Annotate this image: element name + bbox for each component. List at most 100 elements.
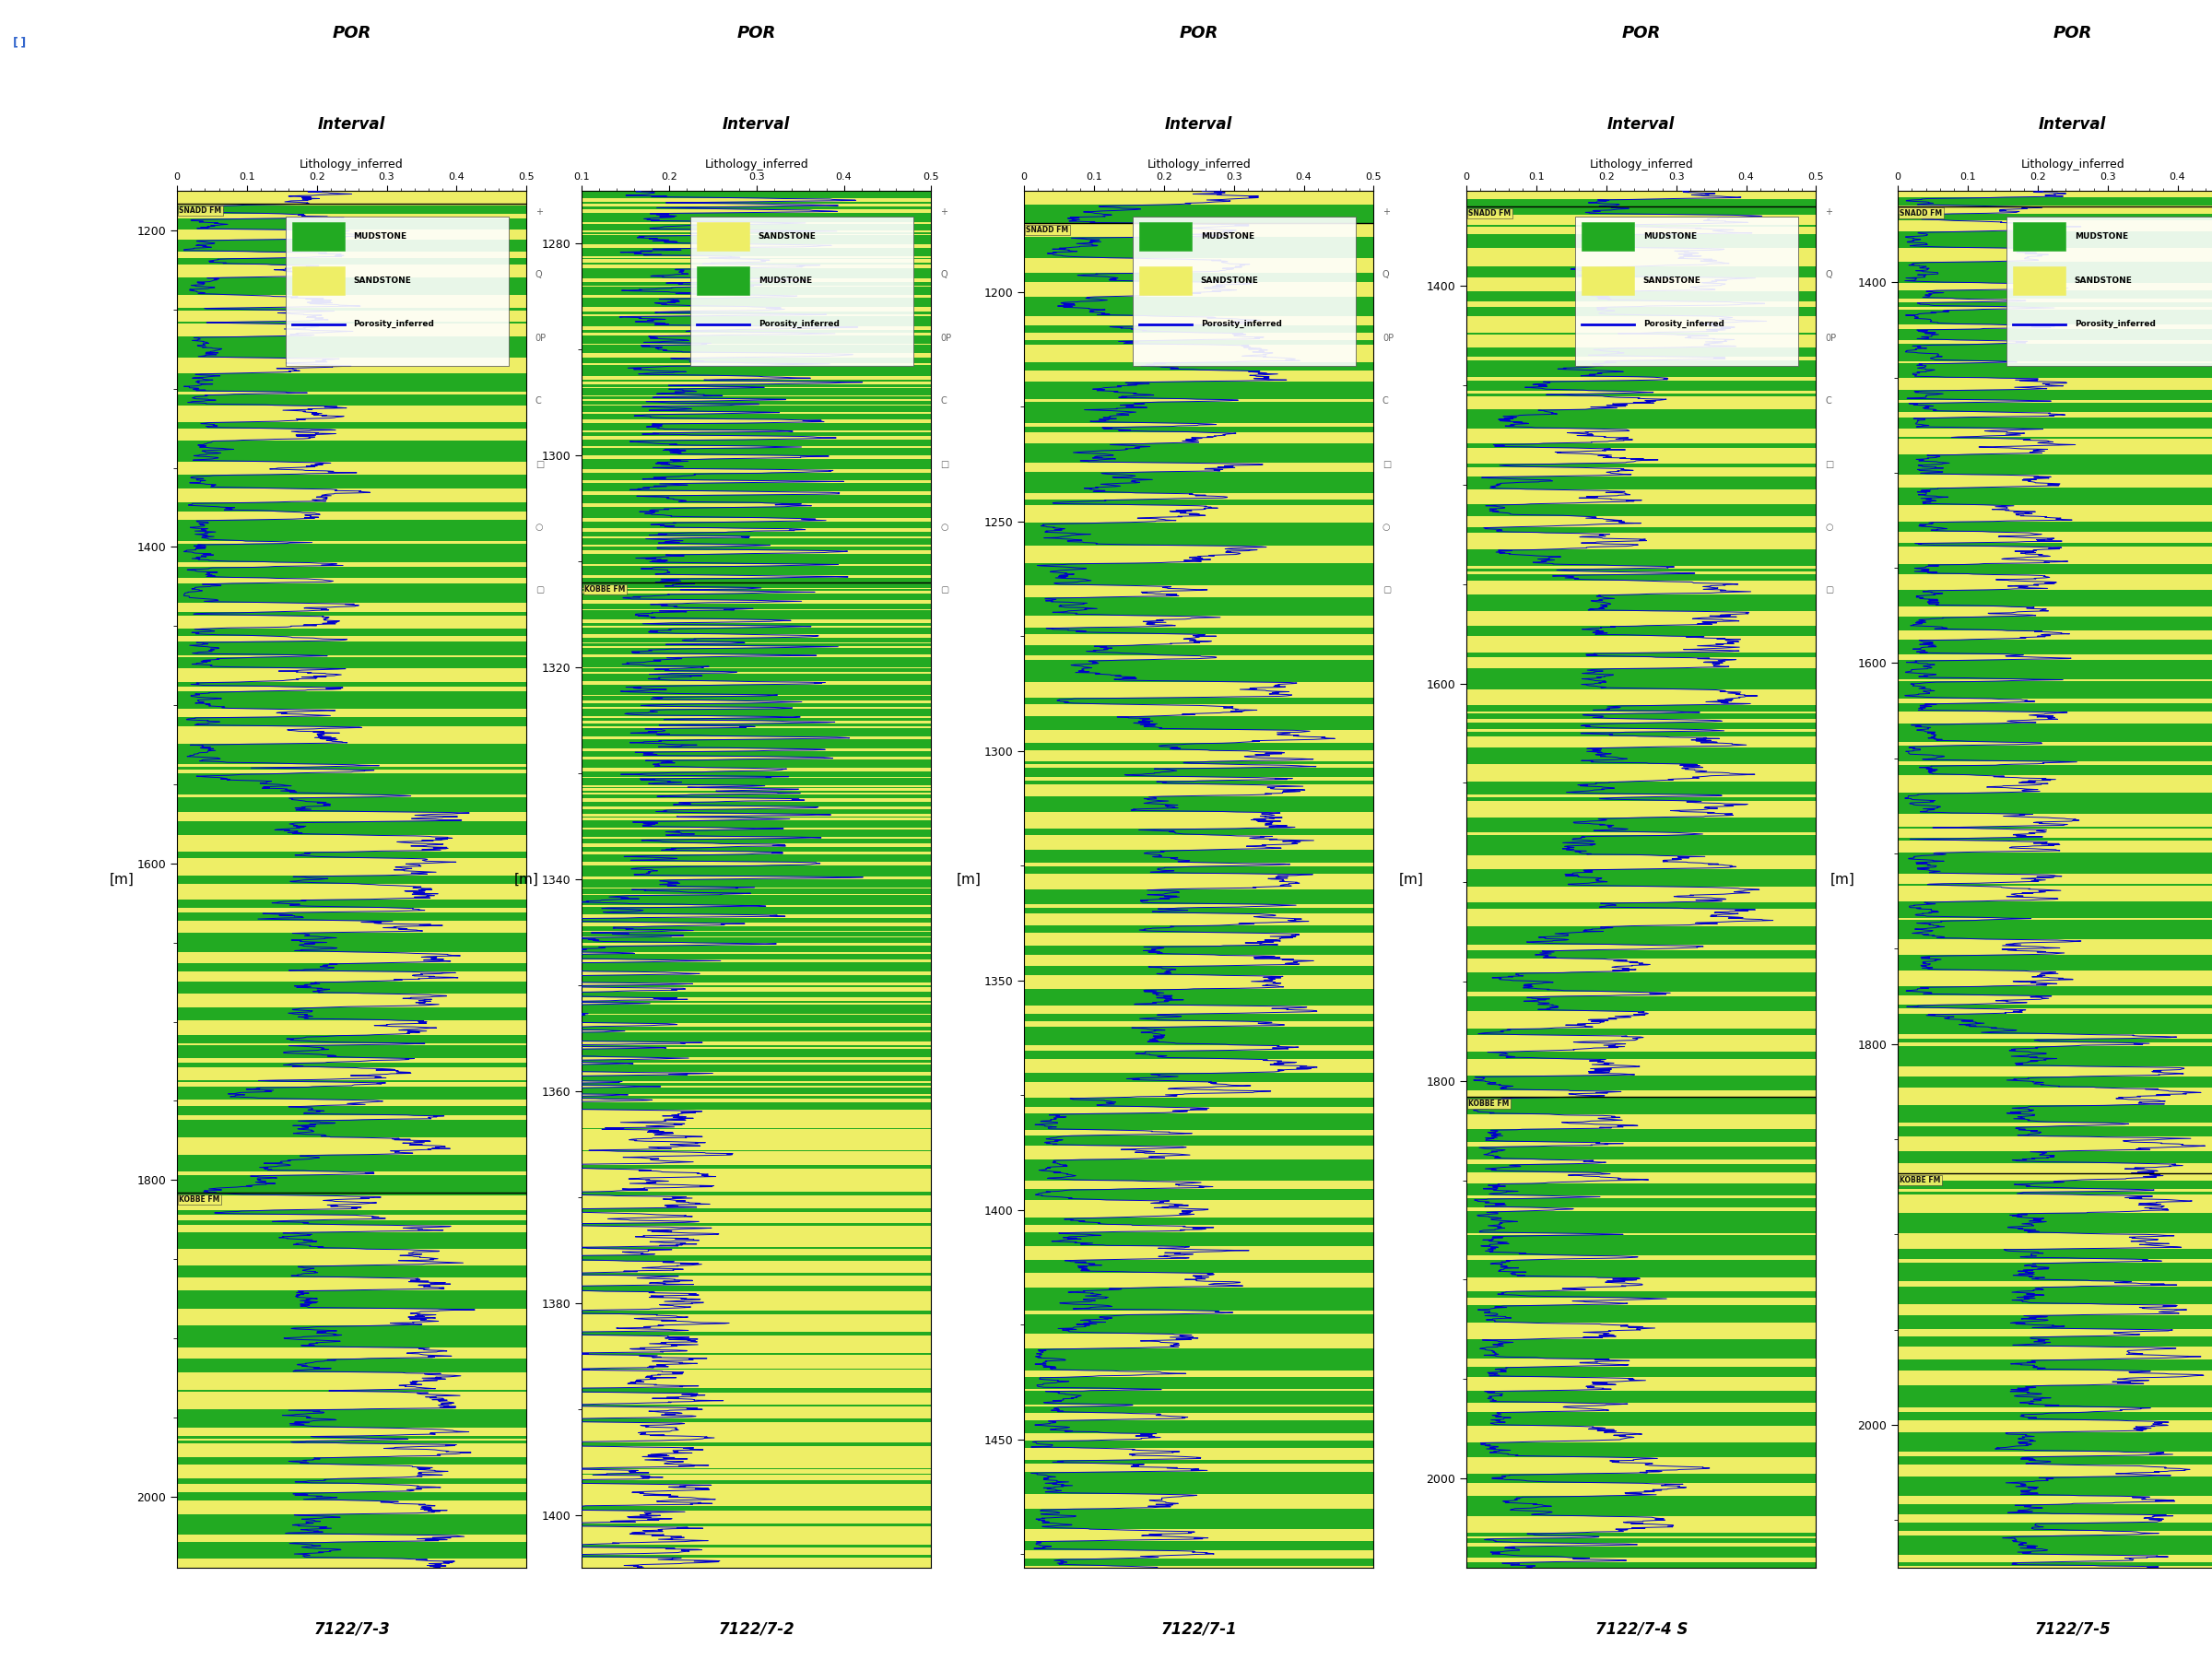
Bar <box>1467 1442 1816 1457</box>
Bar <box>582 1027 931 1030</box>
Bar <box>582 566 931 576</box>
Bar <box>177 1438 526 1440</box>
Bar <box>582 1097 931 1098</box>
Bar <box>177 727 526 743</box>
Bar <box>1467 265 1816 277</box>
Bar <box>582 1032 931 1042</box>
Bar <box>582 494 931 503</box>
Bar <box>1898 723 2212 742</box>
Bar <box>177 562 526 567</box>
Bar <box>1582 222 1635 251</box>
Bar <box>177 214 526 219</box>
Bar <box>1024 1005 1374 1014</box>
Text: 0P: 0P <box>535 333 546 343</box>
Bar <box>177 1100 526 1107</box>
Bar <box>1467 1412 1816 1425</box>
Bar <box>1898 400 2212 403</box>
Bar <box>1024 1259 1374 1272</box>
Bar <box>1898 1136 2212 1151</box>
Bar <box>1898 206 2212 214</box>
Bar <box>582 1196 931 1209</box>
Bar <box>1898 1034 2212 1039</box>
Bar <box>1898 521 2212 533</box>
Bar <box>177 642 526 655</box>
Bar <box>582 655 931 657</box>
Bar <box>1898 1452 2212 1457</box>
Bar <box>582 1389 931 1392</box>
Bar <box>177 1443 526 1457</box>
Bar <box>582 1554 931 1558</box>
Text: SNADD FM: SNADD FM <box>1026 226 1068 234</box>
Bar <box>177 1515 526 1535</box>
Bar <box>1467 448 1816 465</box>
Bar <box>177 964 526 972</box>
Bar <box>582 1291 931 1311</box>
Bar <box>582 795 931 798</box>
Bar <box>1898 328 2212 340</box>
Bar <box>582 259 931 262</box>
Bar <box>582 1095 931 1097</box>
Bar <box>582 222 931 224</box>
Bar <box>1898 995 2212 1004</box>
Bar <box>177 511 526 519</box>
Bar <box>582 760 931 768</box>
Bar <box>1898 886 2212 901</box>
Bar <box>177 1501 526 1515</box>
Bar <box>582 483 931 491</box>
Bar <box>1898 939 2212 956</box>
Bar <box>1467 730 1816 732</box>
Bar <box>1467 1277 1816 1291</box>
Bar <box>1575 216 1798 367</box>
Bar <box>1467 1404 1816 1412</box>
Bar <box>582 637 931 642</box>
Bar <box>177 544 526 562</box>
Bar <box>1467 722 1816 730</box>
Bar <box>1898 630 2212 639</box>
Text: POR: POR <box>2053 25 2093 41</box>
Text: MUDSTONE: MUDSTONE <box>2075 232 2128 241</box>
Bar <box>177 655 526 657</box>
Bar <box>177 1219 526 1226</box>
Text: ○: ○ <box>535 523 544 533</box>
Bar <box>1467 1536 1816 1538</box>
Bar <box>1898 742 2212 745</box>
Bar <box>1898 1009 2212 1014</box>
Bar <box>582 411 931 413</box>
Bar <box>177 1535 526 1543</box>
Bar <box>1467 1090 1816 1097</box>
Bar <box>582 455 931 460</box>
Bar <box>1024 1160 1374 1181</box>
Bar <box>1024 660 1374 682</box>
Bar <box>1024 1233 1374 1246</box>
Bar <box>582 645 931 649</box>
Bar <box>177 322 526 324</box>
Bar <box>582 1470 931 1475</box>
Bar <box>1467 390 1816 393</box>
Bar <box>1024 382 1374 398</box>
Bar <box>1467 1035 1816 1052</box>
Text: SNADD FM: SNADD FM <box>1469 209 1511 217</box>
Bar <box>582 748 931 752</box>
Bar <box>582 388 931 395</box>
Bar <box>582 1523 931 1526</box>
Bar <box>1467 959 1816 972</box>
Bar <box>1467 1425 1816 1442</box>
Bar <box>1898 617 2212 630</box>
Bar <box>1024 340 1374 345</box>
Bar <box>1024 1440 1374 1448</box>
Text: POR: POR <box>332 25 372 41</box>
Bar <box>582 830 931 836</box>
Bar <box>1898 1432 2212 1452</box>
Text: Lithology_inferred: Lithology_inferred <box>1590 158 1692 171</box>
Bar <box>582 1314 931 1332</box>
Bar <box>582 1022 931 1027</box>
Bar <box>582 436 931 440</box>
Bar <box>1898 761 2212 765</box>
Bar <box>1024 1413 1374 1420</box>
Bar <box>582 1272 931 1276</box>
Bar <box>1467 1558 1816 1563</box>
Bar <box>1898 1554 2212 1561</box>
Bar <box>1024 1027 1374 1045</box>
Text: C: C <box>940 397 947 406</box>
Bar <box>1467 612 1816 625</box>
